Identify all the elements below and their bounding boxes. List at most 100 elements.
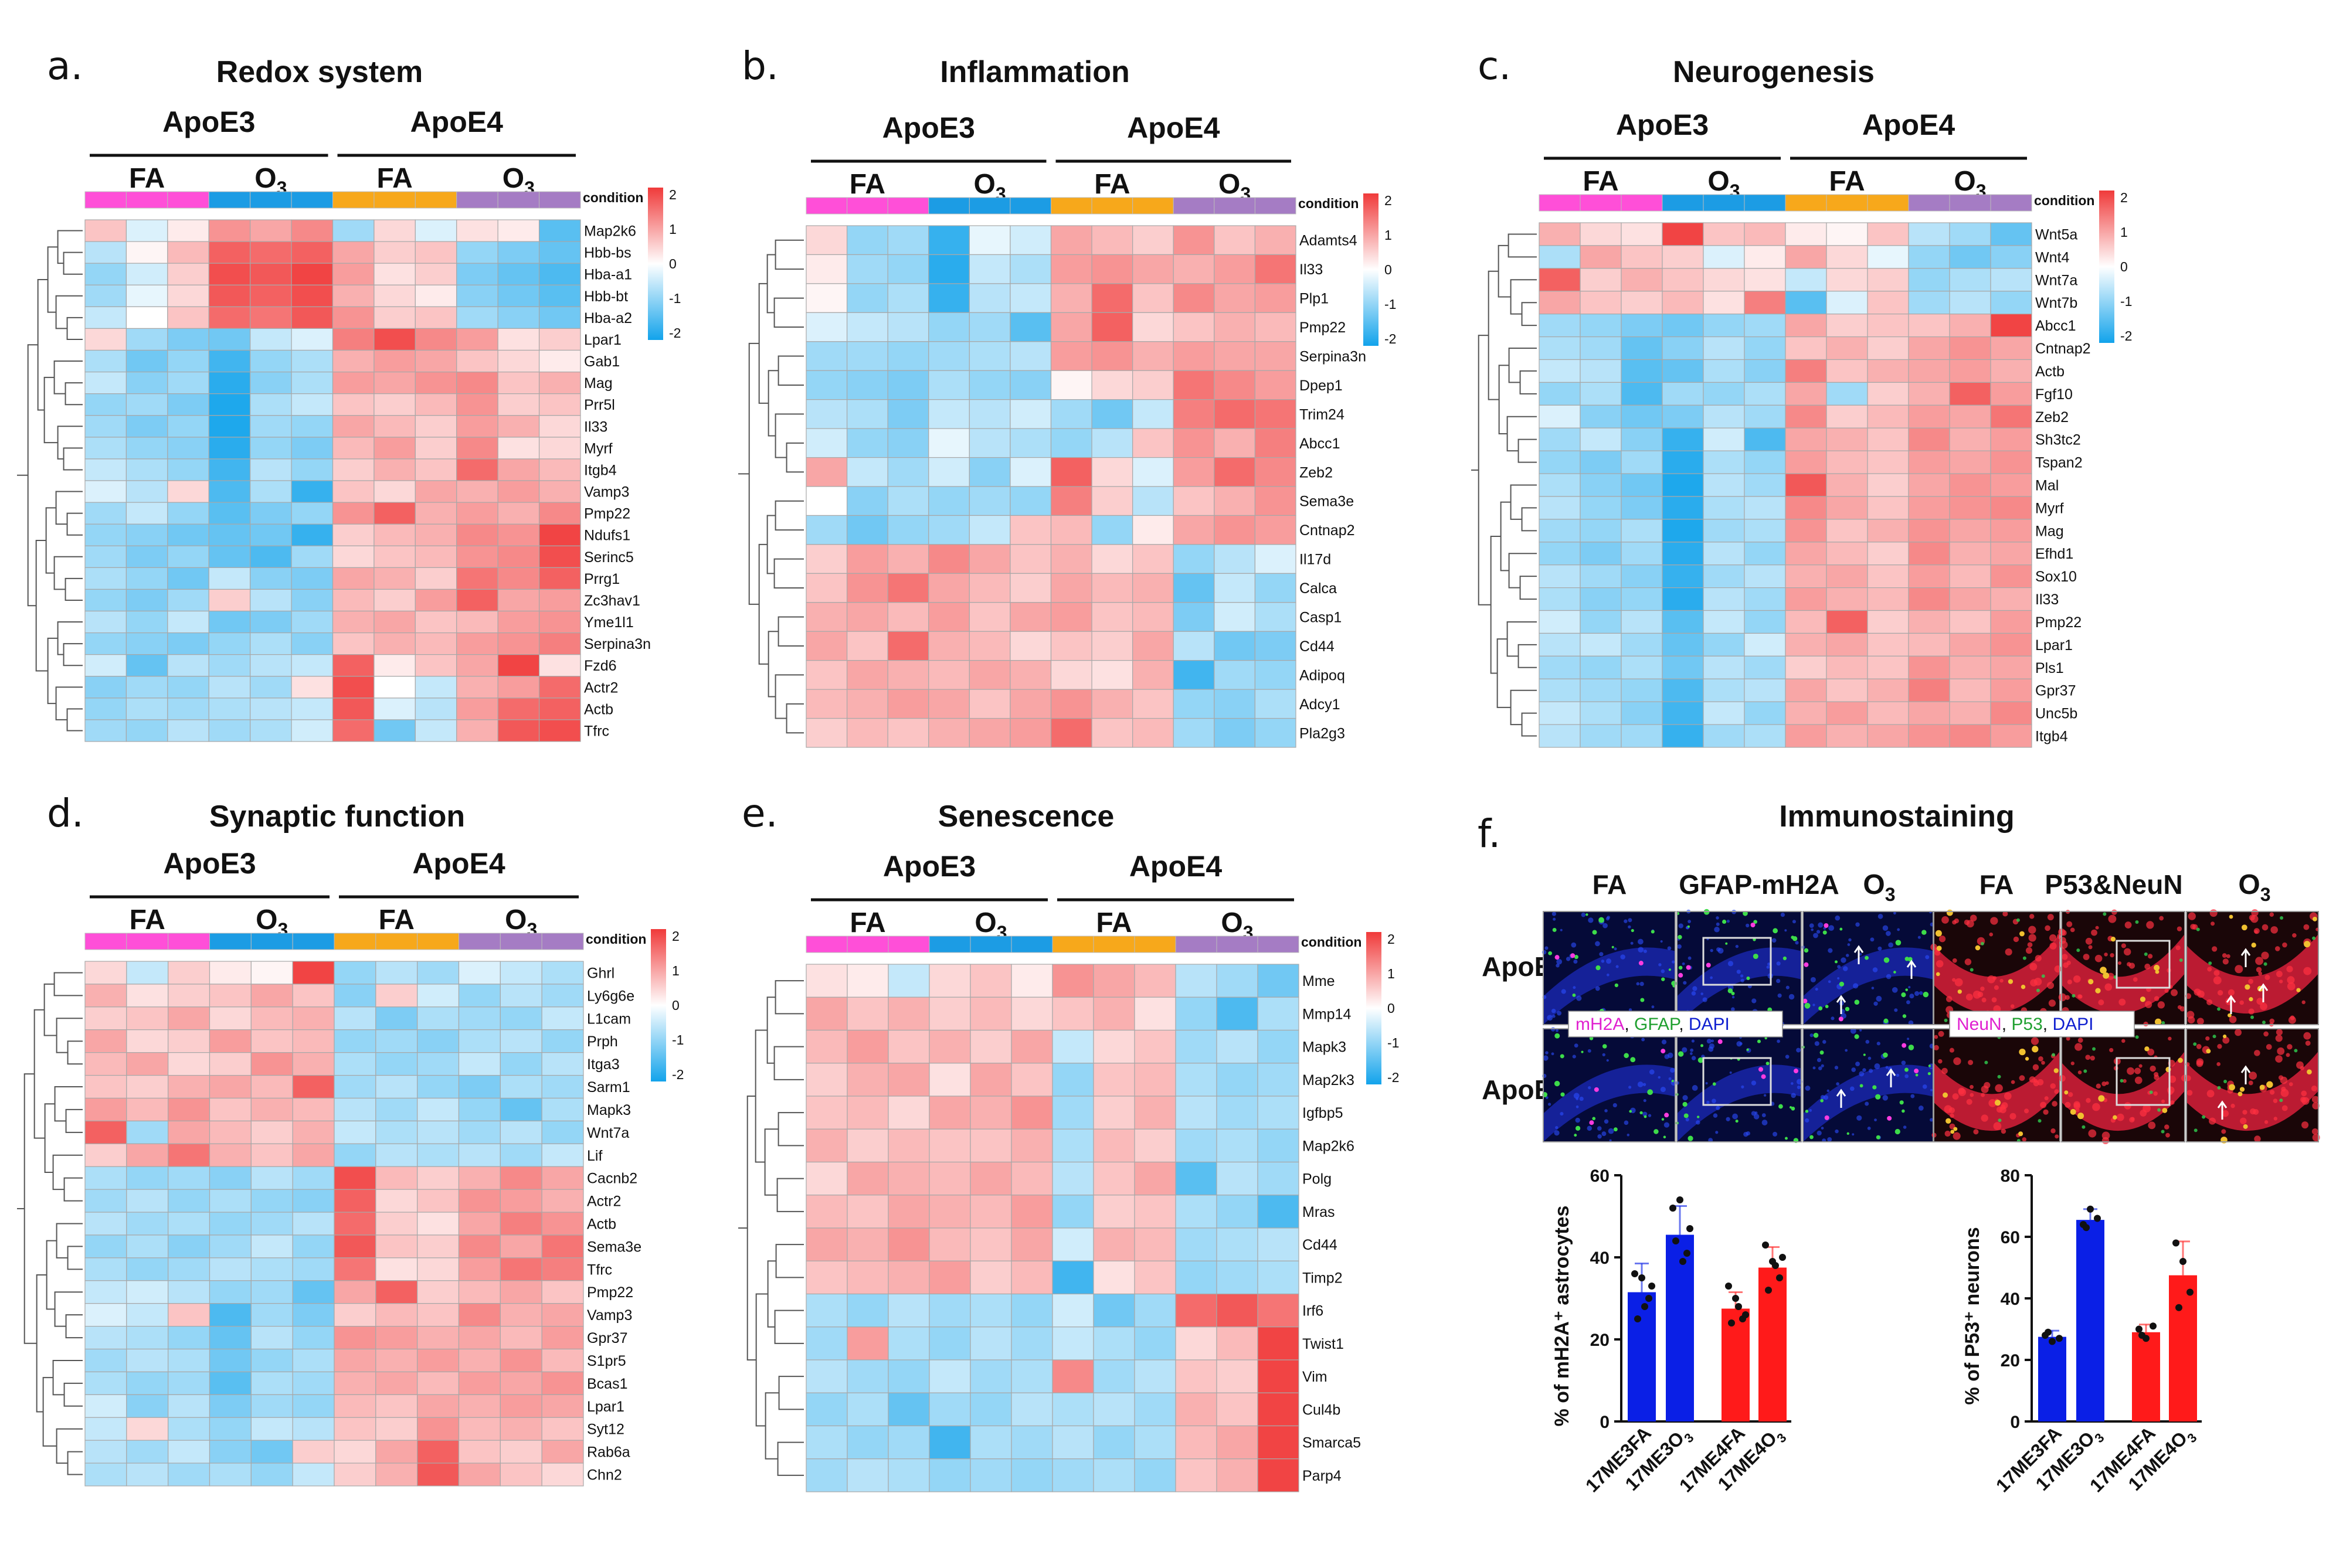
dendrogram-branch: [63, 1382, 83, 1407]
heatmap-cell: [332, 589, 375, 612]
heatmap-cell: [168, 1097, 210, 1121]
p53-dot: [2241, 924, 2247, 931]
mh2a-dot: [1589, 1120, 1594, 1125]
heatmap-cell: [1052, 1359, 1094, 1393]
neun-dot: [2101, 1131, 2110, 1140]
neun-dot: [2288, 1016, 2296, 1024]
heatmap-cell: [415, 502, 457, 525]
nuclei-band: [1543, 947, 1675, 1025]
neun-dot: [2311, 1128, 2318, 1135]
heatmap-cell: [541, 1348, 584, 1373]
dendrogram-branch: [63, 251, 83, 275]
heatmap-cell: [167, 263, 209, 285]
nucleus-dot: [1894, 1008, 1898, 1012]
neun-dot: [1991, 997, 1997, 1003]
heatmap-cell: [84, 1189, 127, 1213]
heatmap-cell: [456, 502, 498, 525]
heatmap-cell: [929, 1128, 971, 1163]
heatmap-cell: [888, 996, 930, 1031]
mh2a-dot: [1664, 1113, 1669, 1118]
gfap-dot: [1927, 1072, 1931, 1076]
heatmap-cell: [806, 660, 848, 690]
heatmap-cell: [1662, 336, 1704, 360]
gene-label: Ly6g6e: [587, 988, 634, 1004]
neun-dot: [1999, 978, 2004, 983]
condition-swatch: [806, 936, 848, 953]
heatmap-cell: [1257, 1029, 1299, 1064]
heatmap-cell: [84, 1074, 127, 1099]
heatmap-cell: [250, 1257, 293, 1281]
condition-swatch: [847, 936, 889, 953]
heatmap-cell: [1826, 291, 1868, 315]
heatmap-cell: [1093, 1195, 1135, 1229]
color-scale-bar: [651, 929, 666, 1081]
nucleus-dot: [1780, 912, 1785, 917]
heatmap-cell: [1826, 314, 1868, 338]
heatmap-cell: [208, 415, 251, 438]
heatmap-cell: [332, 719, 375, 742]
heatmap-cell: [84, 1417, 127, 1441]
green-dot: [2294, 1049, 2298, 1053]
condition-swatch: [84, 933, 127, 950]
gfap-dot: [1845, 1006, 1850, 1012]
heatmap-cell: [332, 415, 375, 438]
heatmap-cell: [1173, 254, 1215, 284]
heatmap-cell: [332, 502, 375, 525]
heatmap-cell: [208, 284, 251, 307]
image-header-title: P53&NeuN: [2045, 869, 2182, 900]
heatmap-cell: [847, 1326, 889, 1360]
heatmap-cell: [250, 545, 292, 568]
data-point: [1634, 1315, 1641, 1322]
heatmap-cell: [1175, 1425, 1217, 1460]
nucleus-dot: [1670, 1067, 1675, 1073]
heatmap-cell: [1703, 632, 1745, 657]
gene-label: Wnt7a: [587, 1125, 629, 1141]
heatmap-cell: [1257, 996, 1299, 1031]
nucleus-dot: [1842, 966, 1848, 971]
heatmap-cell: [500, 1143, 542, 1167]
heatmap-cell: [887, 717, 929, 748]
neun-dot: [2254, 930, 2258, 934]
heatmap-cell: [250, 349, 292, 373]
nucleus-dot: [1713, 1113, 1718, 1118]
heatmap-cell: [1091, 544, 1133, 574]
gfap-dot: [1757, 1039, 1761, 1043]
heatmap-cell: [1990, 587, 2032, 611]
heatmap-cell: [374, 676, 416, 699]
green-dot: [2135, 920, 2139, 924]
data-point: [1638, 1274, 1645, 1281]
heatmap-cell: [1011, 1458, 1053, 1492]
heatmap-cell: [538, 654, 581, 677]
gene-label: Ghrl: [587, 965, 614, 981]
dendrogram-branch: [55, 686, 83, 720]
neun-dot: [2311, 1096, 2319, 1103]
nucleus-dot: [1658, 1076, 1661, 1079]
condition-swatch: [1052, 936, 1094, 953]
gene-label: Hba-a1: [584, 267, 632, 283]
gene-label: Myrf: [2035, 500, 2064, 516]
heatmap-cell: [332, 437, 375, 460]
gene-label: Pmp22: [2035, 614, 2082, 631]
data-point: [1735, 1303, 1742, 1310]
neun-dot: [1990, 917, 1998, 925]
heatmap-cell: [847, 1096, 889, 1130]
heatmap-cell: [1173, 341, 1215, 371]
heatmap-cell: [497, 328, 540, 351]
heatmap-cell: [167, 632, 209, 655]
gene-label: Prrg1: [584, 571, 620, 587]
heatmap-cell: [415, 328, 457, 351]
nucleus-dot: [1672, 960, 1675, 964]
heatmap-cell: [1093, 1063, 1135, 1097]
heatmap-cell: [291, 306, 334, 329]
condition-header: condition: [586, 931, 646, 947]
heatmap-cell: [374, 610, 416, 634]
heatmap-cell: [125, 523, 168, 546]
nucleus-dot: [1705, 1082, 1708, 1085]
heatmap-cell: [1949, 655, 1991, 679]
color-scale-tick: 0: [1384, 262, 1392, 277]
heatmap-cell: [806, 1096, 848, 1130]
color-scale-tick: -2: [1387, 1070, 1399, 1085]
heatmap-cell: [168, 1212, 210, 1236]
heatmap-cell: [1580, 701, 1622, 725]
heatmap-cell: [1908, 610, 1950, 634]
